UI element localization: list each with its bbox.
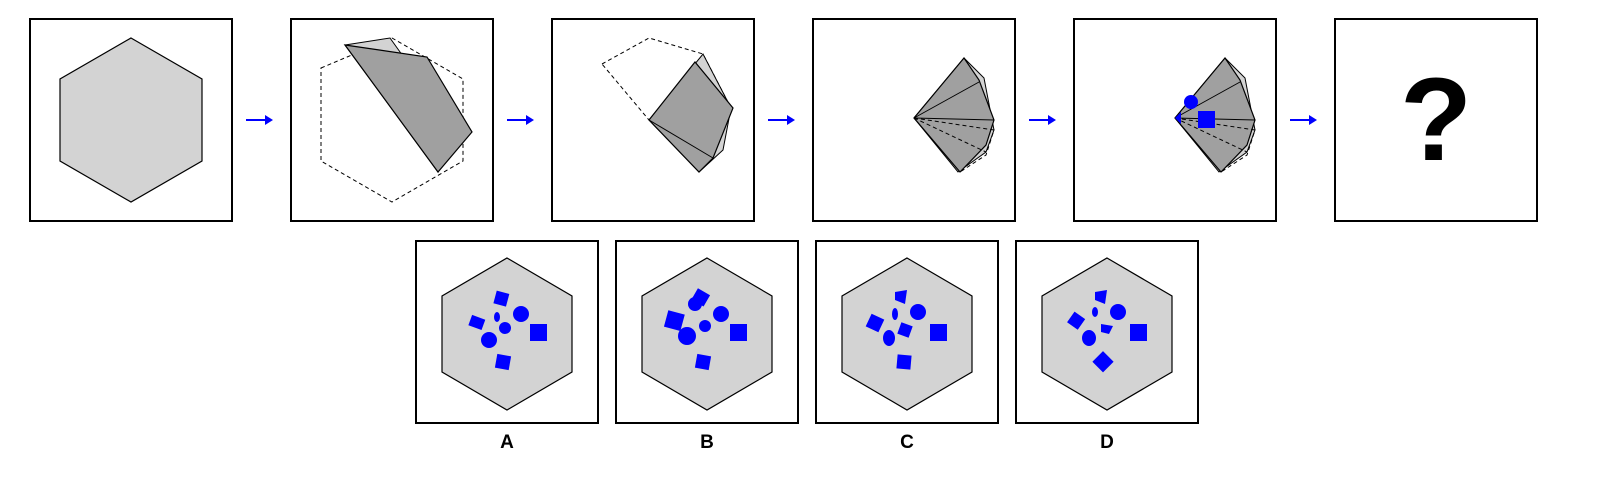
step-5-panel [1073,18,1277,222]
fold-step-4 [913,57,995,173]
option-b-label: B [700,432,714,453]
arrow-icon [507,115,534,125]
step-1-panel [29,18,233,222]
option-d-panel[interactable] [1015,240,1199,424]
hexagon-paper [59,37,203,203]
option-a-panel[interactable] [415,240,599,424]
option-d-figure [1041,257,1173,411]
arrow-icon [768,115,795,125]
option-a-figure [441,257,573,411]
question-mark: ? [1399,54,1473,186]
option-b-panel[interactable] [615,240,799,424]
option-c-panel[interactable] [815,240,999,424]
arrow-icon [1290,115,1317,125]
step-3-panel [551,18,755,222]
option-b-figure [641,257,773,411]
fold-step-3 [601,37,734,173]
fold-step-5-with-holes [1174,57,1256,173]
option-d-label: D [1100,432,1114,453]
step-2-panel [290,18,494,222]
option-c-label: C [900,432,914,453]
arrow-icon [246,115,273,125]
arrow-icon [1029,115,1056,125]
fold-step-2 [320,37,473,203]
step-4-panel [812,18,1016,222]
answer-panel: ? [1334,18,1538,222]
option-a-label: A [500,432,514,453]
option-c-figure [841,257,973,411]
